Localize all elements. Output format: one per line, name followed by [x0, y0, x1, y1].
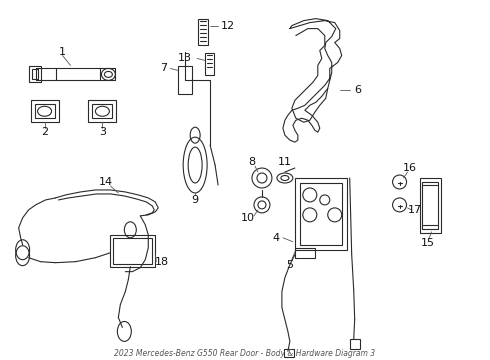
Text: 2023 Mercedes-Benz G550 Rear Door - Body & Hardware Diagram 3: 2023 Mercedes-Benz G550 Rear Door - Body… — [115, 349, 375, 358]
Text: 1: 1 — [59, 48, 66, 58]
Bar — [198, 19, 208, 45]
Bar — [350, 339, 360, 349]
Bar — [205, 54, 214, 75]
Bar — [28, 67, 41, 82]
Bar — [110, 235, 155, 267]
Text: 2: 2 — [41, 127, 48, 137]
Bar — [419, 178, 441, 233]
Text: 17: 17 — [408, 205, 421, 215]
Text: 12: 12 — [221, 21, 235, 31]
Bar — [284, 349, 294, 357]
Text: 5: 5 — [286, 260, 294, 270]
Text: 15: 15 — [420, 238, 435, 248]
Bar — [113, 238, 152, 264]
Text: 11: 11 — [278, 157, 292, 167]
Bar — [30, 100, 58, 122]
Bar — [300, 183, 342, 245]
Text: 18: 18 — [155, 257, 170, 267]
Text: 7: 7 — [160, 63, 167, 73]
Text: 3: 3 — [99, 127, 106, 137]
Bar — [32, 69, 38, 80]
Text: 13: 13 — [178, 54, 192, 63]
Text: 10: 10 — [241, 213, 255, 223]
Bar — [295, 248, 315, 258]
Bar — [93, 104, 112, 118]
Bar — [35, 104, 54, 118]
Text: 9: 9 — [192, 195, 199, 205]
Bar — [295, 178, 347, 250]
Text: 8: 8 — [248, 157, 256, 167]
Bar — [89, 100, 116, 122]
Text: 16: 16 — [402, 163, 416, 173]
Bar — [422, 182, 439, 229]
Text: 4: 4 — [272, 233, 279, 243]
Text: 14: 14 — [98, 177, 113, 187]
Text: 6: 6 — [354, 85, 361, 95]
Bar — [178, 67, 192, 94]
